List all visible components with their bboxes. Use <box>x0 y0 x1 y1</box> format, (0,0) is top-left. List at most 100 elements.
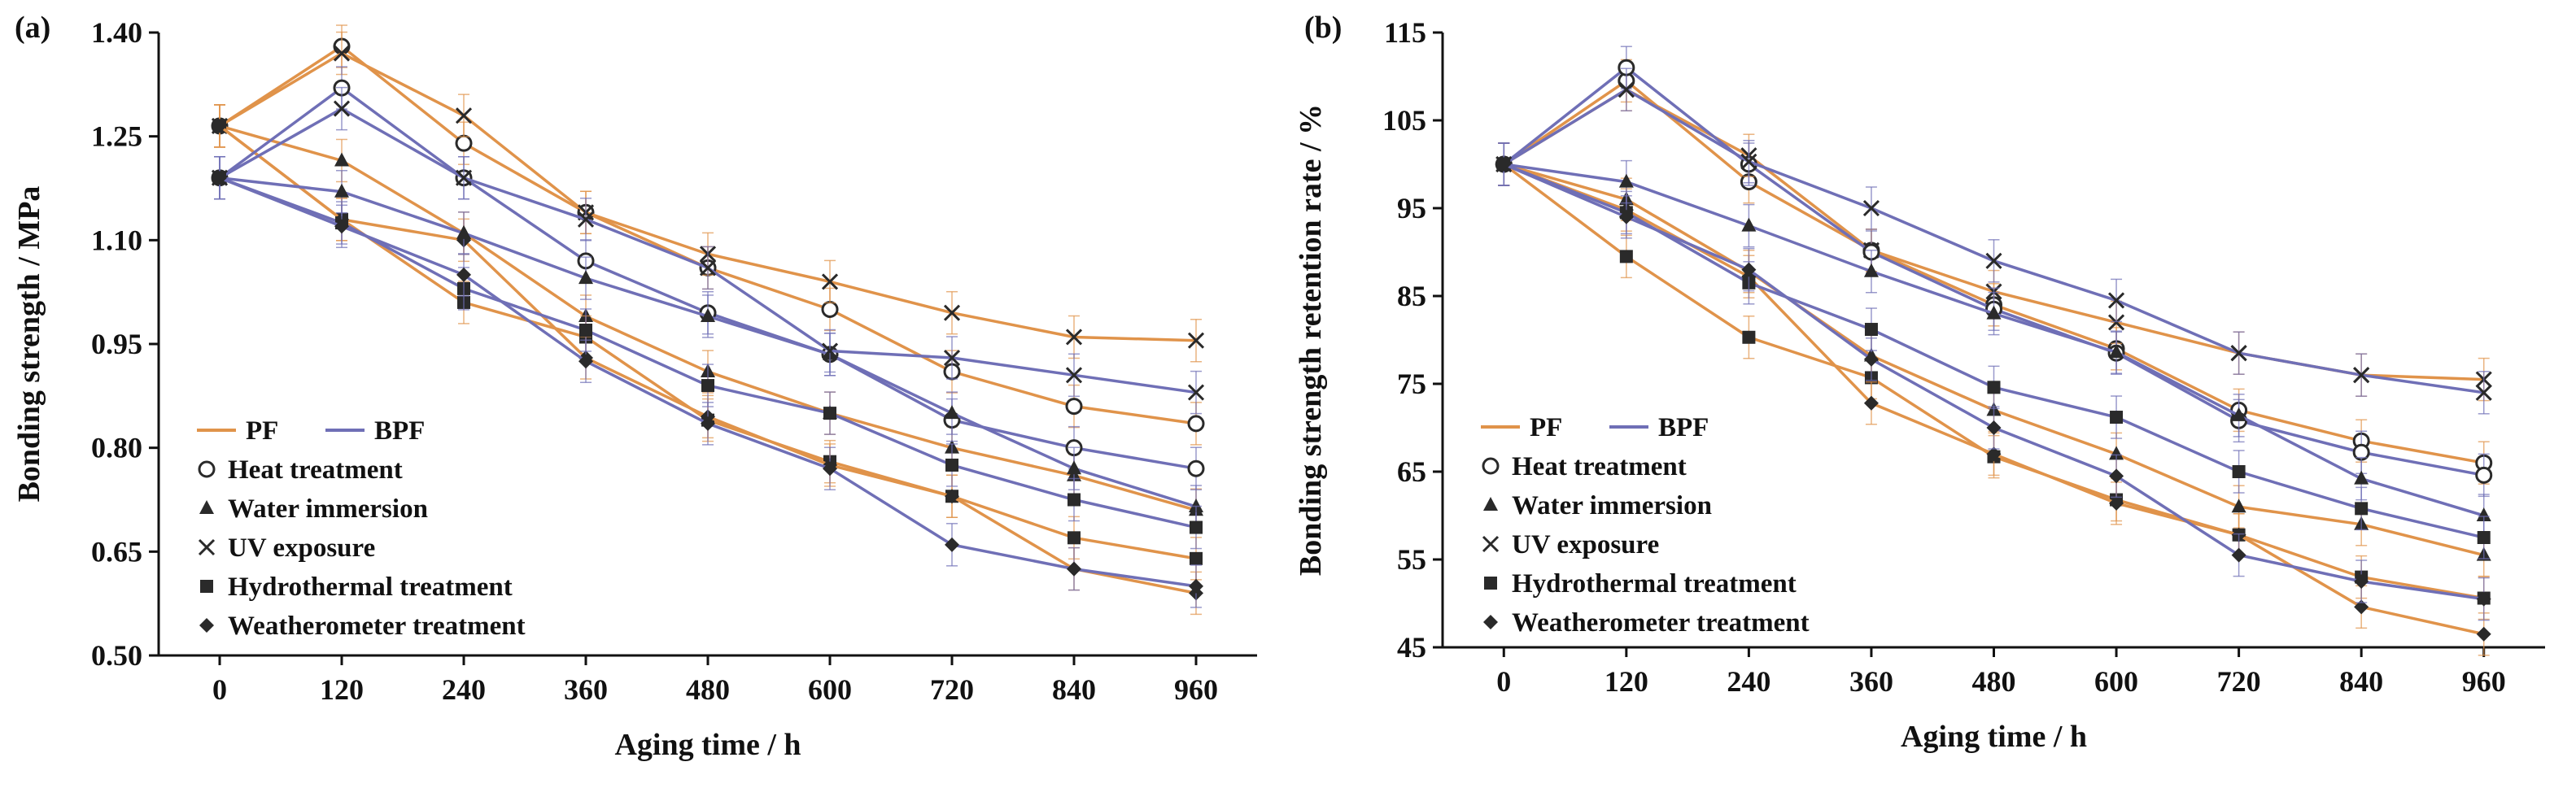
y-tick-label: 0.50 <box>91 639 142 672</box>
y-tick-label: 65 <box>1397 455 1426 488</box>
data-point <box>1618 173 1634 188</box>
data-point <box>701 416 715 431</box>
data-point <box>1189 578 1203 594</box>
data-point <box>1742 330 1756 344</box>
data-point <box>334 183 349 198</box>
data-point <box>2109 344 2124 359</box>
data-point <box>1863 395 1879 411</box>
data-point <box>2354 599 2369 615</box>
data-point <box>579 270 593 285</box>
legend-label-bpf: BPF <box>374 416 425 446</box>
series-line <box>1503 163 2485 539</box>
data-point <box>2354 574 2369 589</box>
x-tick-label: 480 <box>686 673 730 706</box>
data-point <box>579 323 592 337</box>
legend-marker <box>199 500 214 514</box>
y-tick-label: 105 <box>1382 104 1426 137</box>
data-point <box>1496 157 1512 172</box>
data-point <box>1618 81 1635 98</box>
data-point <box>1187 384 1205 401</box>
data-point <box>699 259 717 276</box>
x-tick-label: 840 <box>1052 673 1096 706</box>
legend-label-treatment: Weatherometer treatment <box>228 612 526 641</box>
series-group <box>1495 67 2492 415</box>
data-point <box>1067 460 1081 475</box>
x-tick-label: 720 <box>930 673 974 706</box>
legend-label-treatment: Water immersion <box>1512 491 1712 520</box>
data-point <box>2475 466 2493 484</box>
y-tick-label: 115 <box>1384 16 1426 49</box>
legend-marker <box>198 538 216 556</box>
data-point <box>334 152 349 167</box>
data-point <box>455 107 473 124</box>
legend-marker <box>1483 497 1498 511</box>
y-axis-title: Bonding strength retention rate / % <box>1294 104 1328 576</box>
data-point <box>945 458 958 472</box>
data-point <box>1187 332 1205 349</box>
data-point <box>2109 468 2124 484</box>
data-point <box>945 489 959 504</box>
legend-label-treatment: Water immersion <box>228 494 428 524</box>
y-tick-label: 85 <box>1397 280 1426 312</box>
data-point <box>2353 367 2370 384</box>
data-point <box>1863 263 1879 277</box>
data-point <box>1187 415 1205 433</box>
series-group <box>1495 67 2492 402</box>
data-point <box>1067 561 1081 577</box>
data-point <box>945 405 959 420</box>
legend-label-treatment: Hydrothermal treatment <box>1512 569 1797 599</box>
legend-label-treatment: Weatherometer treatment <box>1512 608 1810 638</box>
data-point <box>1986 420 2002 435</box>
x-tick-label: 360 <box>1849 665 1893 698</box>
data-point <box>2476 591 2491 607</box>
y-tick-label: 75 <box>1397 368 1426 400</box>
data-point <box>579 354 593 369</box>
legend-marker <box>198 460 216 478</box>
legend-label-treatment: UV exposure <box>228 533 375 563</box>
data-point <box>1863 351 1879 367</box>
x-tick-label: 600 <box>2094 665 2138 698</box>
y-tick-label: 0.65 <box>91 535 142 568</box>
x-tick-label: 120 <box>320 673 364 706</box>
x-axis-title: Aging time / h <box>1901 720 2087 754</box>
data-point <box>1862 199 1880 217</box>
data-point <box>2355 502 2369 516</box>
x-tick-label: 240 <box>442 673 486 706</box>
data-point <box>1189 498 1203 513</box>
data-point <box>456 267 471 282</box>
data-point <box>2231 547 2246 563</box>
data-point <box>212 170 227 185</box>
data-point <box>333 45 351 62</box>
x-tick-label: 0 <box>1496 665 1511 698</box>
data-point <box>2232 465 2246 478</box>
data-point <box>334 219 349 234</box>
data-point <box>2107 292 2125 309</box>
data-point <box>1065 367 1083 384</box>
data-point <box>456 224 471 239</box>
data-point <box>1190 520 1203 534</box>
data-point <box>1068 493 1081 507</box>
y-tick-label: 45 <box>1397 631 1426 664</box>
data-point <box>2476 507 2491 521</box>
data-point <box>1986 305 2002 320</box>
x-tick-label: 0 <box>212 673 227 706</box>
panel-label: (b) <box>1304 11 1342 45</box>
data-point <box>823 461 837 477</box>
data-point <box>701 379 714 393</box>
chart-panel-b: 45 55 65 75 85 95 105 115 0 120 240 360 480 600 720 840… <box>1288 0 2576 788</box>
data-point <box>943 304 961 321</box>
legend-marker <box>1482 535 1500 553</box>
x-tick-label: 120 <box>1605 665 1648 698</box>
legend-marker <box>1482 457 1500 475</box>
legend-label-treatment: Hydrothermal treatment <box>228 572 513 602</box>
x-tick-label: 360 <box>564 673 608 706</box>
data-point <box>1985 252 2002 269</box>
series-group <box>1496 142 2491 621</box>
data-point <box>1068 531 1081 545</box>
chart-a-svg: 0.50 0.65 0.80 0.95 1.10 1.25 1.40 0 120 240 360 48… <box>12 11 1257 762</box>
x-tick-label: 960 <box>2462 665 2506 698</box>
data-point <box>455 169 473 186</box>
data-point <box>1619 250 1633 263</box>
data-point <box>1065 398 1083 416</box>
x-tick-label: 240 <box>1727 665 1770 698</box>
